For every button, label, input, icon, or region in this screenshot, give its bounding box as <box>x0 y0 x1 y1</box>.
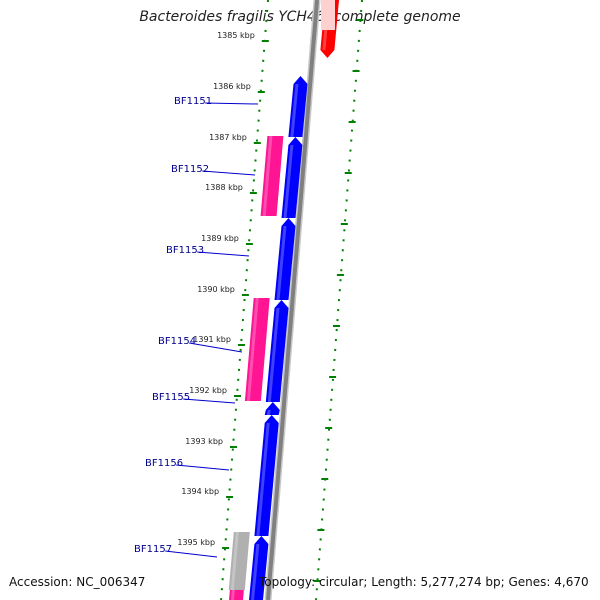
gene-arrow-bf1157[interactable] <box>249 536 269 600</box>
gene-label[interactable]: BF1151 <box>174 96 212 107</box>
gene-block-pink-2-highlight <box>246 298 259 401</box>
gene-arrow-bf1152-highlight <box>283 145 294 218</box>
gene-label[interactable]: BF1156 <box>145 458 183 469</box>
gene-arrow-bf1151[interactable] <box>288 76 308 137</box>
ruler-tick-label: 1395 kbp <box>177 538 215 547</box>
gene-stub <box>321 0 335 30</box>
gene-label-leader <box>165 550 218 558</box>
gene-block-pink-1[interactable] <box>260 136 284 216</box>
gene-label[interactable]: BF1157 <box>134 544 172 555</box>
ruler-tick-label: 1391 kbp <box>193 335 231 344</box>
gene-label[interactable]: BF1155 <box>152 392 190 403</box>
backbone-line <box>266 0 319 600</box>
gene-label[interactable]: BF1152 <box>171 164 209 175</box>
gene-label-leader <box>176 464 230 471</box>
gene-block-pink-1-highlight <box>262 136 273 216</box>
gene-arrow-bf1156[interactable] <box>254 415 279 536</box>
gene-label[interactable]: BF1153 <box>166 245 204 256</box>
gene-arrow-bf1154[interactable] <box>265 300 289 402</box>
gene-arrow-bf1156-highlight <box>256 423 270 536</box>
gene-arrow-bf1155-highlight <box>266 410 271 415</box>
ruler-tick-label: 1387 kbp <box>209 133 247 142</box>
gene-arrow-bf1153[interactable] <box>274 218 296 300</box>
ruler-tick-label: 1386 kbp <box>213 82 251 91</box>
ruler-tick-label: 1385 kbp <box>217 31 255 40</box>
gene-arrow-bf1153-highlight <box>276 226 287 300</box>
gene-label-leader <box>197 251 250 257</box>
ruler-tick-label: 1394 kbp <box>181 487 219 496</box>
gene-label[interactable]: BF1154 <box>158 336 196 347</box>
gene-label-leader <box>189 342 243 353</box>
gene-arrow-bf1151-highlight <box>290 84 299 137</box>
gene-block-pink-2[interactable] <box>244 298 270 401</box>
ruler-right <box>315 0 363 600</box>
ruler-tick-label: 1389 kbp <box>201 234 239 243</box>
gene-label-leader <box>202 170 256 176</box>
genome-summary: Topology: circular; Length: 5,277,274 bp… <box>259 575 589 589</box>
ruler-tick-label: 1388 kbp <box>205 183 243 192</box>
genome-title: Bacteroides fragilis YCH46, complete gen… <box>139 9 461 25</box>
accession-label: Accession: NC_006347 <box>9 575 146 589</box>
gene-arrow-bf1152[interactable] <box>281 137 303 218</box>
gene-arrow-bf1155[interactable] <box>264 402 280 415</box>
gene-block-gray-highlight <box>230 532 239 590</box>
gene-arrow-bf1157-highlight <box>251 544 260 600</box>
gene-label-leader <box>205 102 259 105</box>
ruler-tick-label: 1393 kbp <box>185 437 223 446</box>
gene-block-gray[interactable] <box>228 532 250 590</box>
gene-label-leader <box>183 398 236 404</box>
ruler-tick-label: 1392 kbp <box>189 386 227 395</box>
gene-arrow-bf1154-highlight <box>267 308 280 402</box>
ruler-tick-label: 1390 kbp <box>197 285 235 294</box>
ruler-left <box>220 0 269 600</box>
